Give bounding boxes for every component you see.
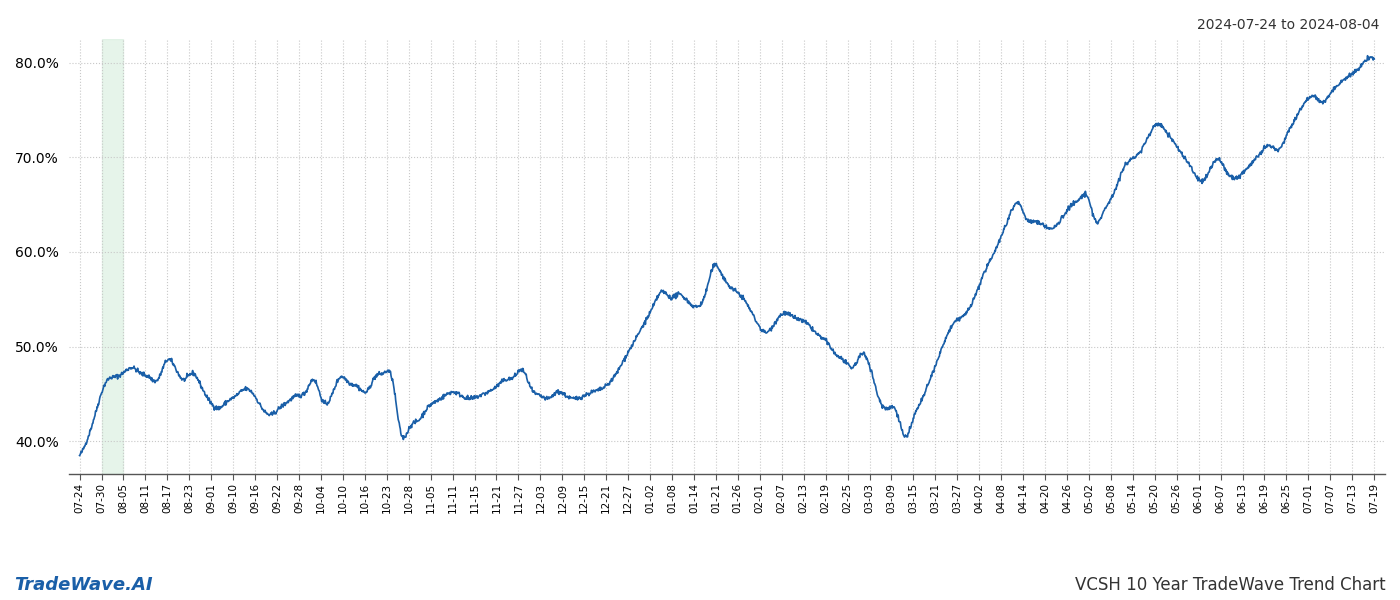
Text: 2024-07-24 to 2024-08-04: 2024-07-24 to 2024-08-04: [1197, 18, 1379, 32]
Bar: [102, 39, 123, 475]
Text: TradeWave.AI: TradeWave.AI: [14, 576, 153, 594]
Text: VCSH 10 Year TradeWave Trend Chart: VCSH 10 Year TradeWave Trend Chart: [1075, 576, 1386, 594]
